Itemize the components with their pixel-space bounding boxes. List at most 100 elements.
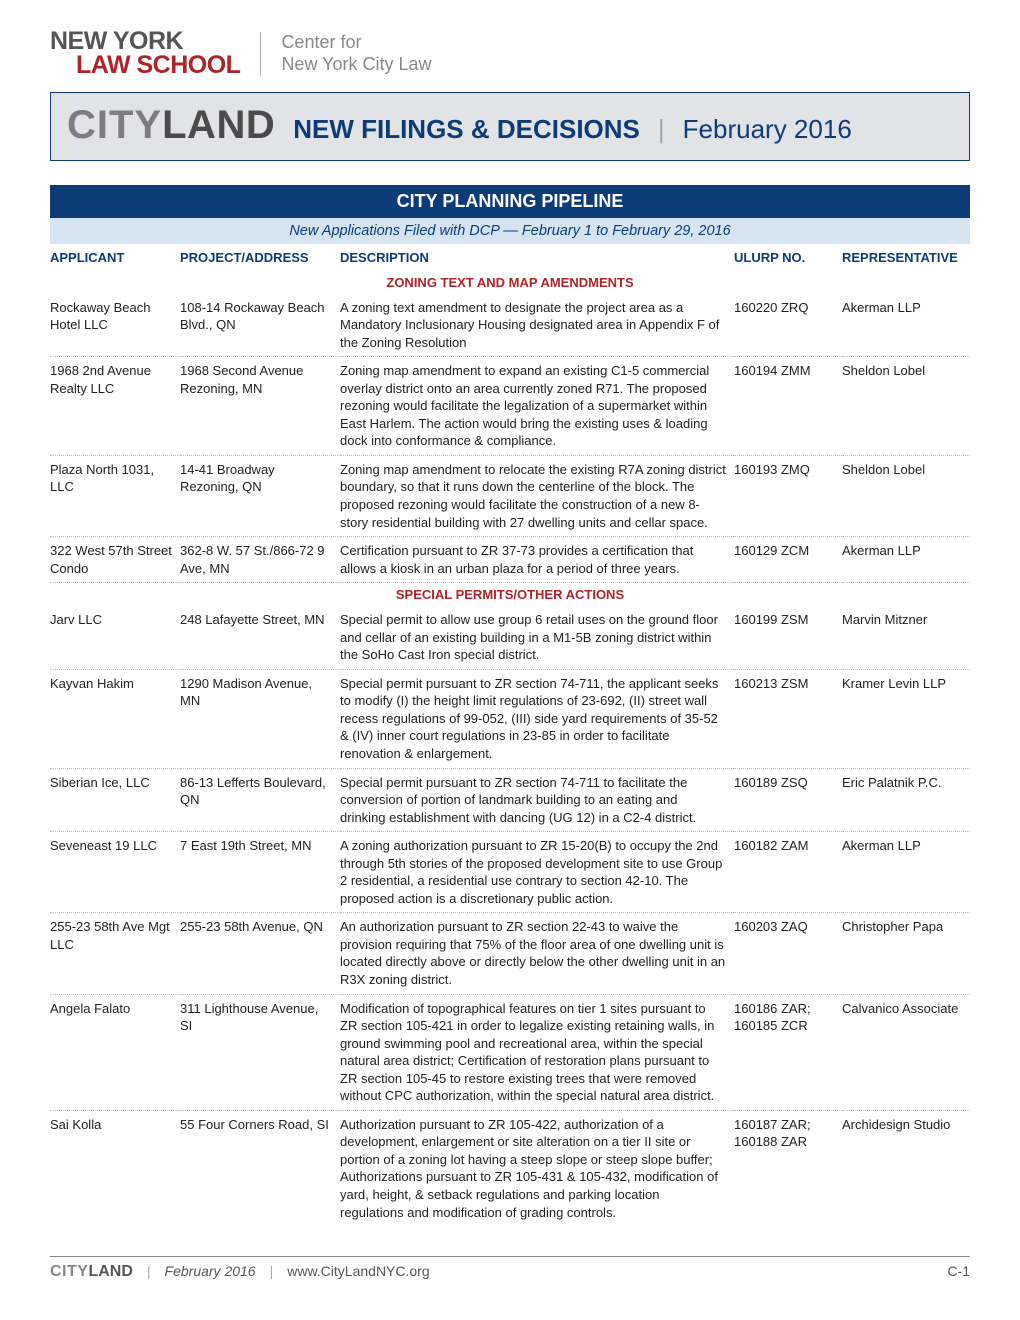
footer-brand-city: CITY	[50, 1263, 88, 1280]
banner-date: February 2016	[683, 114, 852, 145]
cell-rep: Sheldon Lobel	[842, 455, 970, 536]
footer-separator: |	[147, 1263, 151, 1279]
brand-city: CITY	[67, 103, 162, 147]
footer-brand: CITYLAND	[50, 1263, 133, 1281]
brand-cityland: CITYLAND	[67, 103, 275, 148]
cell-project: 1968 Second Avenue Rezoning, MN	[180, 357, 340, 456]
cell-description: Special permit pursuant to ZR section 74…	[340, 768, 734, 832]
title-banner: CITYLAND NEW FILINGS & DECISIONS | Febru…	[50, 92, 970, 161]
cell-description: Authorization pursuant to ZR 105-422, au…	[340, 1110, 734, 1226]
cell-rep: Calvanico Associate	[842, 994, 970, 1110]
footer-separator: |	[270, 1263, 274, 1279]
page-header: NEW YORK LAW SCHOOL Center for New York …	[50, 30, 970, 78]
cell-project: 311 Lighthouse Avenue, SI	[180, 994, 340, 1110]
cell-ulurp: 160182 ZAM	[734, 832, 842, 913]
cell-rep: Akerman LLP	[842, 832, 970, 913]
cell-ulurp: 160193 ZMQ	[734, 455, 842, 536]
table-row: Kayvan Hakim1290 Madison Avenue, MNSpeci…	[50, 669, 970, 768]
cell-applicant: 322 West 57th Street Condo	[50, 537, 180, 583]
cell-ulurp: 160189 ZSQ	[734, 768, 842, 832]
cell-rep: Akerman LLP	[842, 537, 970, 583]
cell-description: Certification pursuant to ZR 37-73 provi…	[340, 537, 734, 583]
cell-ulurp: 160203 ZAQ	[734, 913, 842, 994]
cell-rep: Akerman LLP	[842, 294, 970, 357]
cell-description: Modification of topographical features o…	[340, 994, 734, 1110]
cell-applicant: Kayvan Hakim	[50, 669, 180, 768]
cell-ulurp: 160129 ZCM	[734, 537, 842, 583]
cell-project: 362-8 W. 57 St./866-72 9 Ave, MN	[180, 537, 340, 583]
group-label: ZONING TEXT AND MAP AMENDMENTS	[50, 271, 970, 294]
table-row: 322 West 57th Street Condo362-8 W. 57 St…	[50, 537, 970, 583]
cell-project: 7 East 19th Street, MN	[180, 832, 340, 913]
cell-project: 86-13 Lefferts Boulevard, QN	[180, 768, 340, 832]
section-subtitle-bar: New Applications Filed with DCP — Februa…	[50, 218, 970, 244]
table-row: 1968 2nd Avenue Realty LLC1968 Second Av…	[50, 357, 970, 456]
filings-table: APPLICANT PROJECT/ADDRESS DESCRIPTION UL…	[50, 244, 970, 1227]
nyls-logo: NEW YORK LAW SCHOOL	[50, 30, 240, 78]
cell-description: Special permit to allow use group 6 reta…	[340, 606, 734, 669]
footer-date: February 2016	[165, 1263, 256, 1279]
vertical-divider	[260, 32, 261, 76]
logo-line-2: LAW SCHOOL	[76, 54, 240, 78]
banner-separator: |	[658, 114, 665, 145]
cell-applicant: Angela Falato	[50, 994, 180, 1110]
group-label: SPECIAL PERMITS/OTHER ACTIONS	[50, 583, 970, 607]
cell-ulurp: 160199 ZSM	[734, 606, 842, 669]
cell-project: 14-41 Broadway Rezoning, QN	[180, 455, 340, 536]
cell-applicant: Plaza North 1031, LLC	[50, 455, 180, 536]
cell-description: Zoning map amendment to relocate the exi…	[340, 455, 734, 536]
cell-ulurp: 160213 ZSM	[734, 669, 842, 768]
section-title-bar: CITY PLANNING PIPELINE	[50, 185, 970, 218]
cell-ulurp: 160220 ZRQ	[734, 294, 842, 357]
center-line-1: Center for	[281, 32, 431, 54]
cell-applicant: 1968 2nd Avenue Realty LLC	[50, 357, 180, 456]
cell-description: A zoning authorization pursuant to ZR 15…	[340, 832, 734, 913]
cell-project: 248 Lafayette Street, MN	[180, 606, 340, 669]
col-header-representative: REPRESENTATIVE	[842, 244, 970, 271]
col-header-applicant: APPLICANT	[50, 244, 180, 271]
col-header-project: PROJECT/ADDRESS	[180, 244, 340, 271]
group-header-row: ZONING TEXT AND MAP AMENDMENTS	[50, 271, 970, 294]
table-row: Sai Kolla55 Four Corners Road, SIAuthori…	[50, 1110, 970, 1226]
footer-brand-land: LAND	[88, 1263, 132, 1280]
cell-applicant: Siberian Ice, LLC	[50, 768, 180, 832]
table-row: Siberian Ice, LLC86-13 Lefferts Boulevar…	[50, 768, 970, 832]
footer-url: www.CityLandNYC.org	[287, 1263, 429, 1279]
cell-rep: Archidesign Studio	[842, 1110, 970, 1226]
cell-project: 255-23 58th Avenue, QN	[180, 913, 340, 994]
cell-applicant: Rockaway Beach Hotel LLC	[50, 294, 180, 357]
center-for-label: Center for New York City Law	[281, 32, 431, 75]
group-header-row: SPECIAL PERMITS/OTHER ACTIONS	[50, 583, 970, 607]
cell-applicant: Seveneast 19 LLC	[50, 832, 180, 913]
cell-project: 1290 Madison Avenue, MN	[180, 669, 340, 768]
brand-land: LAND	[162, 103, 275, 147]
cell-project: 55 Four Corners Road, SI	[180, 1110, 340, 1226]
center-line-2: New York City Law	[281, 54, 431, 76]
page-footer: CITYLAND | February 2016 | www.CityLandN…	[50, 1256, 970, 1281]
cell-project: 108-14 Rockaway Beach Blvd., QN	[180, 294, 340, 357]
cell-ulurp: 160186 ZAR; 160185 ZCR	[734, 994, 842, 1110]
cell-rep: Christopher Papa	[842, 913, 970, 994]
cell-description: Zoning map amendment to expand an existi…	[340, 357, 734, 456]
table-row: 255-23 58th Ave Mgt LLC255-23 58th Avenu…	[50, 913, 970, 994]
cell-description: An authorization pursuant to ZR section …	[340, 913, 734, 994]
cell-rep: Eric Palatnik P.C.	[842, 768, 970, 832]
table-row: Plaza North 1031, LLC14-41 Broadway Rezo…	[50, 455, 970, 536]
cell-ulurp: 160194 ZMM	[734, 357, 842, 456]
cell-applicant: Jarv LLC	[50, 606, 180, 669]
col-header-description: DESCRIPTION	[340, 244, 734, 271]
cell-rep: Sheldon Lobel	[842, 357, 970, 456]
cell-rep: Marvin Mitzner	[842, 606, 970, 669]
table-row: Jarv LLC248 Lafayette Street, MNSpecial …	[50, 606, 970, 669]
footer-page-number: C-1	[947, 1263, 970, 1279]
col-header-ulurp: ULURP NO.	[734, 244, 842, 271]
banner-title: NEW FILINGS & DECISIONS	[293, 114, 640, 145]
cell-description: A zoning text amendment to designate the…	[340, 294, 734, 357]
cell-description: Special permit pursuant to ZR section 74…	[340, 669, 734, 768]
cell-rep: Kramer Levin LLP	[842, 669, 970, 768]
cell-applicant: 255-23 58th Ave Mgt LLC	[50, 913, 180, 994]
table-header-row: APPLICANT PROJECT/ADDRESS DESCRIPTION UL…	[50, 244, 970, 271]
cell-ulurp: 160187 ZAR; 160188 ZAR	[734, 1110, 842, 1226]
table-row: Angela Falato311 Lighthouse Avenue, SIMo…	[50, 994, 970, 1110]
table-row: Rockaway Beach Hotel LLC108-14 Rockaway …	[50, 294, 970, 357]
